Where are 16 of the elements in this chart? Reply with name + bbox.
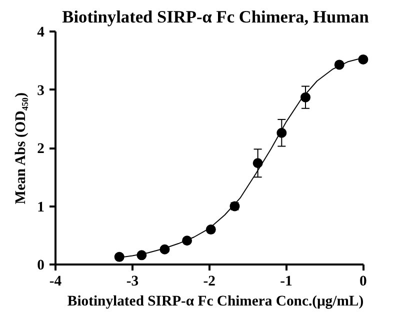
x-tick-label: -4	[49, 274, 62, 290]
point	[114, 252, 124, 262]
x-axis-title: Biotinylated SIRP-α Fc Chimera Conc.(μg/mL)	[67, 294, 364, 310]
chart-title: Biotinylated SIRP-α Fc Chimera, Human	[62, 8, 370, 26]
x-tick-label: 0	[360, 274, 367, 290]
x-tick-label: -2	[203, 274, 216, 290]
point	[358, 54, 368, 64]
x-tick-label: -3	[126, 274, 139, 290]
y-tick-label: 3	[37, 82, 44, 99]
y-axis-title: Mean Abs (OD₄₅₀)	[13, 92, 30, 204]
x-tick-label: -1	[280, 274, 292, 290]
y-tick-label: 1	[37, 199, 44, 216]
y-tick-label: 4	[37, 24, 46, 40]
y-tick-label: 0	[37, 258, 44, 274]
point	[252, 158, 263, 168]
y-tick-label: 2	[37, 141, 44, 157]
